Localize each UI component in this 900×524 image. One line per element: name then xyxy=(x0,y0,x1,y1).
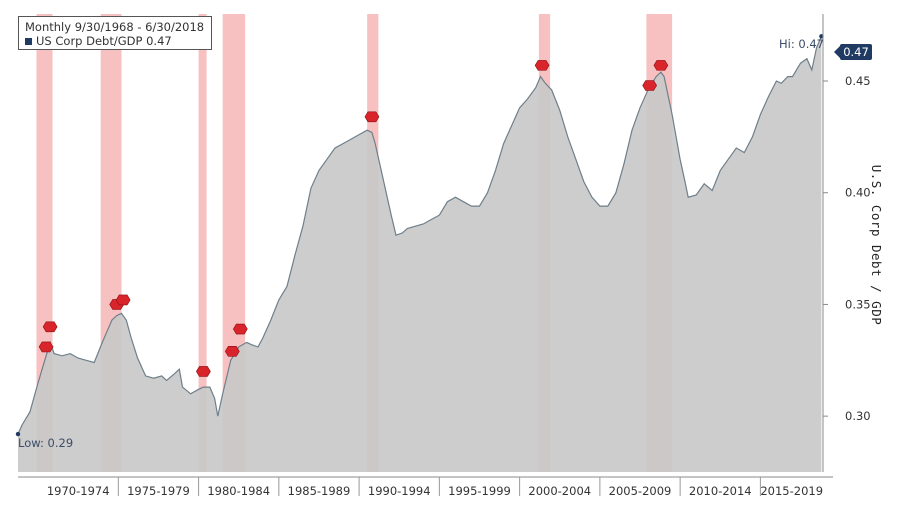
y-tick-label: 0.35 xyxy=(845,297,871,311)
recession-marker xyxy=(232,323,248,335)
y-tick-label: 0.30 xyxy=(845,409,871,423)
axes: 0.30 0.35 0.40 0.45 1970-1974 1975-1979 1980-1… xyxy=(18,14,871,498)
high-annotation: Hi: 0.47 xyxy=(779,37,824,51)
series-area xyxy=(18,36,822,473)
x-tick-label: 1985-1989 xyxy=(288,484,351,498)
low-annotation: Low: 0.29 xyxy=(18,436,73,450)
x-tick-label: 2000-2004 xyxy=(528,484,591,498)
legend-series-entry: US Corp Debt/GDP 0.47 xyxy=(25,34,205,48)
high-point xyxy=(819,34,824,39)
legend-series-label: US Corp Debt/GDP 0.47 xyxy=(36,34,172,48)
y-tick-label: 0.40 xyxy=(845,186,871,200)
recession-marker xyxy=(224,346,240,357)
recession-marker xyxy=(642,80,657,91)
x-tick-label: 2015-2019 xyxy=(760,484,823,498)
x-tick-label: 1990-1994 xyxy=(368,484,431,498)
y-tick-label: 0.45 xyxy=(845,74,871,88)
legend: Monthly 9/30/1968 - 6/30/2018 US Corp De… xyxy=(18,16,212,50)
recession-marker xyxy=(534,60,550,71)
low-point xyxy=(15,431,21,437)
recession-marker xyxy=(364,111,380,123)
x-tick-label: 1970-1974 xyxy=(47,484,110,498)
last-value-label: 0.47 xyxy=(843,45,869,59)
x-tick-label: 2005-2009 xyxy=(609,484,672,498)
recession-band xyxy=(198,14,207,472)
recession-marker xyxy=(38,341,54,353)
series-line xyxy=(17,36,822,435)
recession-marker xyxy=(115,294,131,306)
x-tick-label: 1975-1979 xyxy=(127,484,190,498)
x-tick-label: 2010-2014 xyxy=(689,484,752,498)
recession-marker xyxy=(653,60,669,71)
recession-marker xyxy=(196,366,211,377)
legend-date-range: Monthly 9/30/1968 - 6/30/2018 xyxy=(25,20,205,34)
last-value-badge: 0.47 xyxy=(834,44,872,60)
recession-markers xyxy=(38,60,669,377)
x-tick-label: 1995-1999 xyxy=(448,484,511,498)
x-tick-label: 1980-1984 xyxy=(207,484,270,498)
recession-marker xyxy=(42,321,58,333)
area-series xyxy=(15,34,824,473)
series-swatch-icon xyxy=(25,38,32,45)
y-axis-label: U.S. Corp Debt / GDP xyxy=(869,165,884,326)
